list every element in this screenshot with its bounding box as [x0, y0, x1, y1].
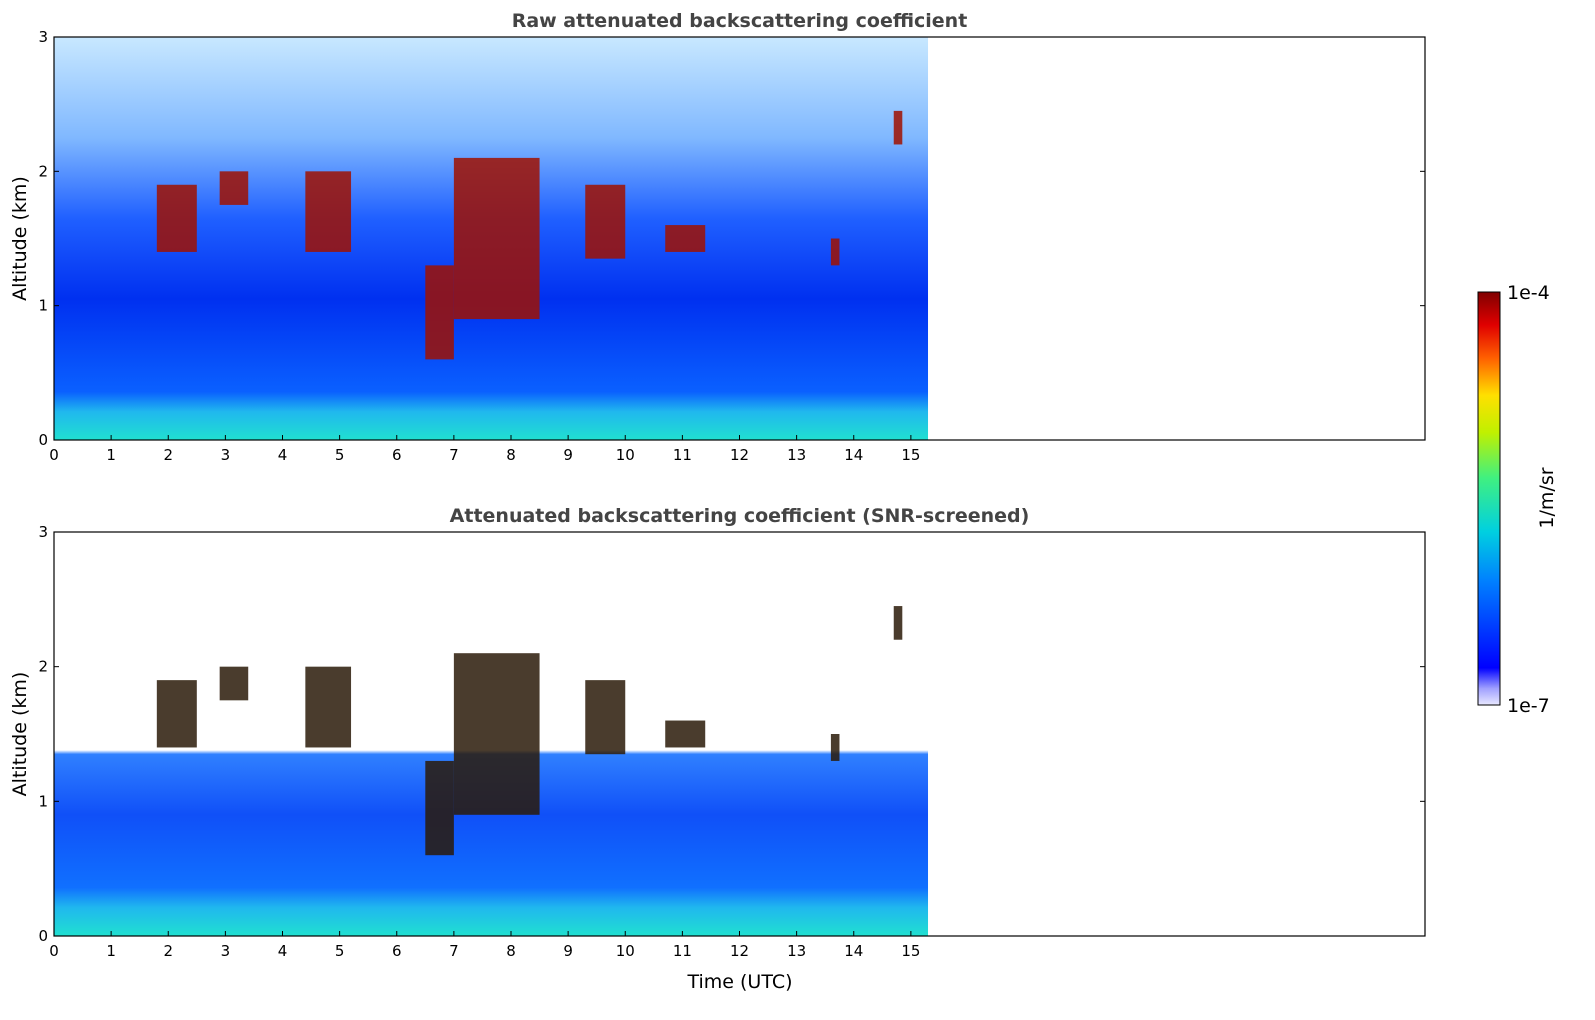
x-tick-label: 15	[901, 942, 920, 960]
x-tick-label: 1	[106, 446, 116, 464]
x-tick-label: 11	[673, 942, 692, 960]
x-tick-label: 10	[616, 942, 635, 960]
panel-title: Attenuated backscattering coefficient (S…	[450, 505, 1030, 527]
x-tick-label: 12	[730, 942, 749, 960]
cloud-layer	[893, 606, 903, 640]
x-tick-label: 14	[844, 446, 863, 464]
cloud-layer	[425, 760, 454, 856]
x-tick-label: 7	[449, 446, 459, 464]
x-tick-label: 14	[844, 942, 863, 960]
cloud-layer	[830, 734, 840, 761]
x-tick-label: 5	[335, 446, 345, 464]
y-axis-label: Altitude (km)	[9, 176, 31, 301]
x-tick-label: 5	[335, 942, 345, 960]
cloud-layer	[830, 238, 840, 266]
x-tick-label: 8	[506, 942, 516, 960]
colorbar-unit-label: 1/m/sr	[1536, 467, 1558, 528]
cloud-layer	[156, 184, 197, 252]
cloud-layer	[453, 653, 540, 815]
x-tick-label: 0	[49, 446, 59, 464]
x-tick-label: 1	[106, 942, 116, 960]
x-tick-label: 13	[787, 942, 806, 960]
cloud-layer	[425, 265, 454, 360]
y-tick-label: 2	[38, 658, 48, 676]
cloud-layer	[893, 110, 903, 145]
colorbar-max-label: 1e-4	[1507, 282, 1550, 304]
x-tick-label: 4	[278, 446, 288, 464]
cloud-layer	[305, 666, 352, 748]
x-tick-label: 9	[563, 942, 573, 960]
y-tick-label: 0	[38, 927, 48, 945]
panel-title: Raw attenuated backscattering coefficien…	[512, 10, 968, 32]
cloud-layer	[665, 720, 706, 748]
cloud-layer	[305, 171, 352, 252]
x-tick-label: 2	[163, 446, 173, 464]
x-tick-label: 4	[278, 942, 288, 960]
y-axis-label: Altitude (km)	[9, 672, 31, 797]
y-tick-label: 1	[38, 297, 48, 315]
colorbar-gradient	[1477, 291, 1501, 706]
colorbar-min-label: 1e-7	[1507, 695, 1550, 717]
cloud-layer	[665, 225, 706, 252]
x-tick-label: 0	[49, 942, 59, 960]
y-tick-label: 3	[38, 523, 48, 541]
x-tick-label: 12	[730, 446, 749, 464]
x-tick-label: 2	[163, 942, 173, 960]
y-tick-label: 2	[38, 162, 48, 180]
cloud-layer	[453, 157, 540, 320]
y-tick-label: 3	[38, 28, 48, 46]
y-tick-label: 1	[38, 792, 48, 810]
x-tick-label: 6	[392, 942, 402, 960]
x-tick-label: 6	[392, 446, 402, 464]
x-tick-label: 8	[506, 446, 516, 464]
cloud-layer	[585, 184, 626, 259]
x-axis-label: Time (UTC)	[686, 971, 792, 993]
cloud-layer	[219, 171, 249, 205]
x-tick-label: 3	[221, 942, 231, 960]
x-tick-label: 13	[787, 446, 806, 464]
cloud-layer	[156, 680, 197, 748]
x-tick-label: 3	[221, 446, 231, 464]
cloud-layer	[219, 666, 249, 701]
x-tick-label: 7	[449, 942, 459, 960]
x-tick-label: 10	[616, 446, 635, 464]
cloud-layer	[585, 680, 626, 755]
x-tick-label: 15	[901, 446, 920, 464]
x-tick-label: 9	[563, 446, 573, 464]
y-tick-label: 0	[38, 431, 48, 449]
x-tick-label: 11	[673, 446, 692, 464]
colorbar: 1e-4 1e-7 1/m/sr	[1477, 282, 1558, 717]
